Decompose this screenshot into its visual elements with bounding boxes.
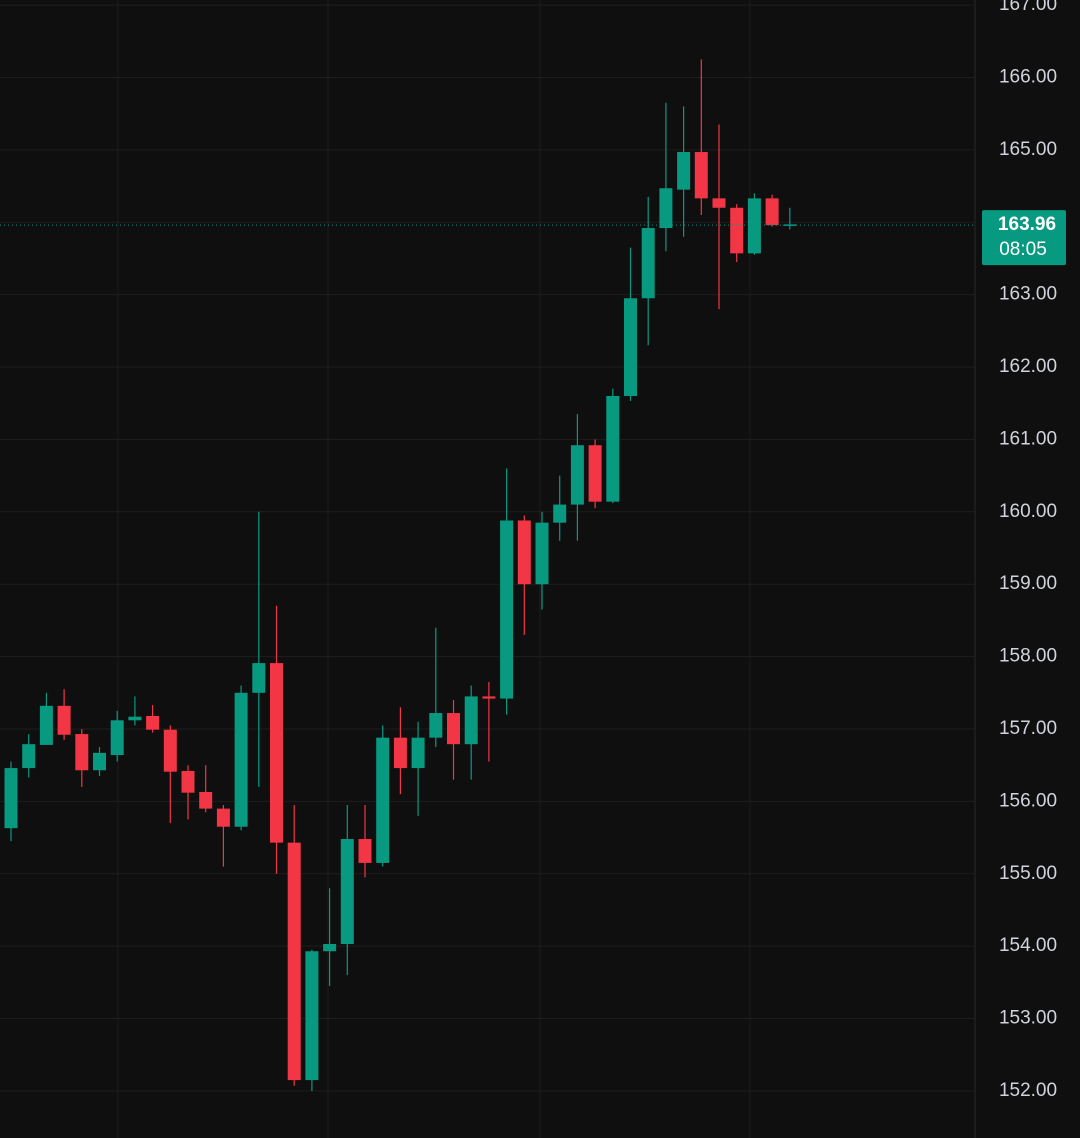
- y-tick-label: 160.00: [999, 501, 1057, 522]
- candle-body: [765, 198, 779, 226]
- y-tick-label: 165.00: [999, 139, 1057, 160]
- y-tick-label: 159.00: [999, 573, 1057, 594]
- candle-body: [199, 791, 213, 809]
- candle-body: [429, 713, 443, 738]
- candle-body: [4, 768, 18, 829]
- candle-body: [393, 737, 407, 769]
- countdown-label: 08:05: [999, 239, 1047, 260]
- y-tick-label: 161.00: [999, 428, 1057, 449]
- y-tick-label: 167.00: [999, 0, 1057, 15]
- candle-body: [730, 207, 744, 254]
- candle-body: [93, 752, 106, 771]
- candle-body: [340, 839, 354, 944]
- y-tick-label: 157.00: [999, 718, 1057, 739]
- y-tick-label: 156.00: [999, 790, 1057, 811]
- candle-body: [553, 504, 567, 523]
- candle-body: [570, 445, 584, 505]
- candle-body: [482, 696, 496, 699]
- candle-body: [641, 228, 655, 299]
- candle-body: [677, 152, 691, 190]
- y-tick-label: 152.00: [999, 1080, 1057, 1101]
- candle-body: [500, 520, 514, 699]
- candle-body: [411, 737, 425, 769]
- candle-body: [181, 770, 195, 793]
- candle-body: [305, 951, 319, 1081]
- y-tick-label: 158.00: [999, 646, 1057, 667]
- candle-body: [447, 713, 460, 745]
- candle-body: [535, 522, 549, 585]
- candle-body: [358, 839, 372, 863]
- candle-body: [110, 720, 124, 756]
- candle-body: [606, 395, 620, 502]
- candle-body: [270, 663, 283, 843]
- last-price-badge: [982, 210, 1066, 266]
- y-tick-label: 155.00: [999, 863, 1057, 884]
- candle-body: [747, 198, 761, 254]
- y-tick-label: 154.00: [999, 935, 1057, 956]
- y-tick-label: 163.00: [999, 284, 1057, 305]
- candle-body: [146, 715, 160, 730]
- candle-body: [252, 663, 266, 693]
- y-tick-label: 162.00: [999, 356, 1057, 377]
- candle-body: [517, 520, 531, 585]
- candle-body: [287, 842, 301, 1081]
- candle-body: [588, 445, 602, 502]
- candle-body: [376, 737, 390, 863]
- candle-body: [694, 152, 708, 199]
- candle-body: [323, 943, 337, 952]
- candle-body: [659, 188, 673, 229]
- candle-body: [712, 198, 726, 208]
- candle-body: [75, 734, 89, 771]
- candle-body: [624, 298, 637, 396]
- y-tick-label: 166.00: [999, 66, 1057, 87]
- candle-body: [783, 224, 797, 226]
- last-price-label: 163.96: [998, 214, 1056, 235]
- candle-body: [216, 808, 230, 827]
- y-tick-label: 153.00: [999, 1008, 1057, 1029]
- candle-body: [57, 705, 71, 735]
- candle-body: [163, 729, 177, 772]
- candle-body: [128, 716, 142, 721]
- candle-body: [234, 692, 248, 827]
- candle-body: [464, 696, 478, 745]
- candle-body: [39, 705, 53, 745]
- candle-body: [22, 744, 36, 769]
